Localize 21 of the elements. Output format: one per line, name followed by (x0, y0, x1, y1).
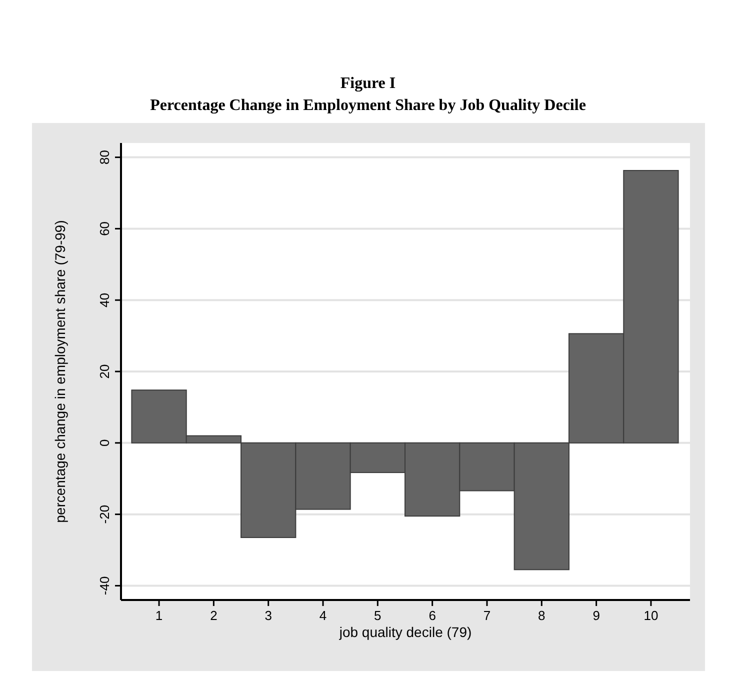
y-tick-label: 0 (97, 439, 112, 447)
y-tick-label: -20 (97, 504, 112, 524)
y-tick-label: 40 (97, 292, 112, 308)
x-tick-label: 1 (155, 608, 163, 623)
y-tick-label: 80 (97, 150, 112, 165)
x-axis-title: job quality decile (79) (338, 624, 472, 640)
x-tick-label: 3 (264, 608, 272, 623)
chart-subtitle: Percentage Change in Employment Share by Job Quality Decile (150, 97, 586, 114)
x-tick-label: 4 (319, 608, 327, 623)
x-tick-label: 2 (210, 608, 218, 623)
y-tick-label: 20 (97, 364, 112, 379)
x-tick-label: 9 (592, 608, 600, 623)
y-axis-title: percentage change in employment share (79-99) (52, 220, 68, 523)
x-tick-label: 7 (483, 608, 491, 623)
x-tick-label: 8 (538, 608, 546, 623)
x-tick-label: 10 (644, 608, 658, 623)
x-tick-label: 6 (428, 608, 436, 623)
y-tick-label: -40 (97, 576, 112, 596)
chart-title: Figure I (340, 75, 396, 92)
x-tick-label: 5 (374, 608, 382, 623)
y-tick-label: 60 (97, 221, 112, 236)
